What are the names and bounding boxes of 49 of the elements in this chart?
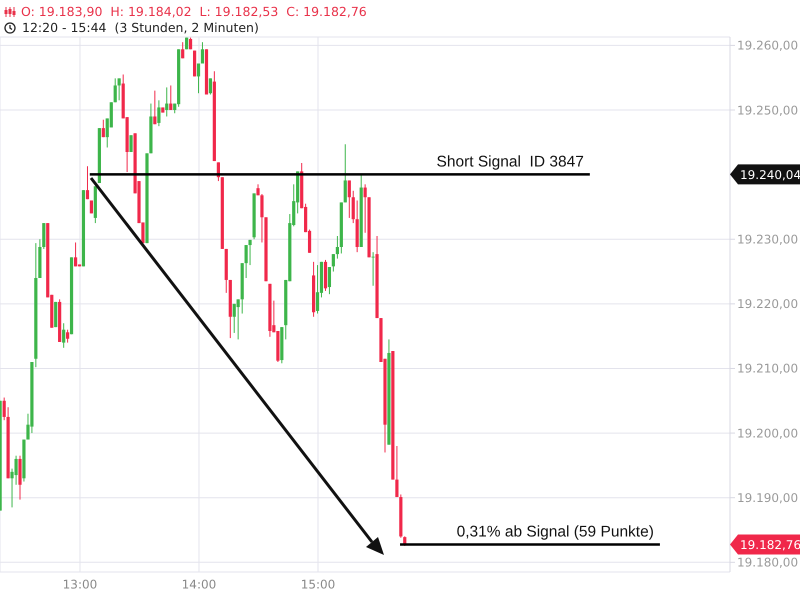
candlestick xyxy=(74,242,78,267)
candlestick xyxy=(185,37,188,50)
candlestick xyxy=(372,252,375,286)
candlestick xyxy=(169,84,172,111)
y-tick-label: 19.260,00 xyxy=(737,38,798,53)
candlestick xyxy=(208,78,212,96)
candlestick xyxy=(153,90,156,125)
y-tick-label: 19.250,00 xyxy=(737,103,798,118)
candlestick xyxy=(157,100,160,127)
text: 19.182,76 xyxy=(740,538,800,552)
candlestick xyxy=(256,184,260,196)
candlestick xyxy=(165,86,168,117)
candlestick xyxy=(102,119,105,138)
x-tick-label: 14:00 xyxy=(182,578,216,592)
candlestick xyxy=(236,298,240,340)
candlestick xyxy=(260,194,264,243)
candlestick xyxy=(42,222,46,250)
candlestick xyxy=(364,184,367,234)
candlestick xyxy=(114,78,117,103)
candlestick xyxy=(62,322,66,348)
y-tick-label: 19.180,00 xyxy=(737,556,798,570)
candlestick xyxy=(14,455,18,486)
candlestick xyxy=(196,62,200,94)
candlestick xyxy=(90,200,94,214)
candlestick xyxy=(332,254,335,272)
chart-subtitle: 12:20 - 15:44 (3 Stunden, 2 Minuten) xyxy=(22,20,259,35)
y-tick-label: 19.230,00 xyxy=(737,232,798,246)
candlestick xyxy=(2,397,6,421)
candlestick xyxy=(248,239,252,266)
x-tick-label: 15:00 xyxy=(300,578,336,592)
candlestick xyxy=(188,37,192,50)
chart-title: O: 19.183,90 H: 19.184,02 L: 19.182,53 C: 19.182,76 xyxy=(21,4,367,19)
candlestick xyxy=(181,42,184,59)
candlestick xyxy=(395,446,399,498)
x-tick-label: 13:00 xyxy=(62,578,98,592)
ref-line-label: Short Signal ID 3847 xyxy=(436,153,584,170)
candlestick xyxy=(118,78,121,101)
y-tick-label: 19.210,00 xyxy=(737,362,798,376)
candlestick xyxy=(344,144,347,203)
y-tick-label: 19.190,00 xyxy=(737,490,798,505)
y-tick-label: 19.200,00 xyxy=(737,426,798,440)
candlestick xyxy=(316,264,320,314)
candlestick xyxy=(129,134,133,153)
candlestick xyxy=(86,166,90,200)
y-tick-label: 19.220,00 xyxy=(737,297,798,312)
ref-line-label: 0,31% ab Signal (59 Punkte) xyxy=(456,523,654,540)
text: 19.240,04 xyxy=(740,168,800,182)
candlestick xyxy=(200,42,204,64)
candlestick xyxy=(328,266,332,295)
